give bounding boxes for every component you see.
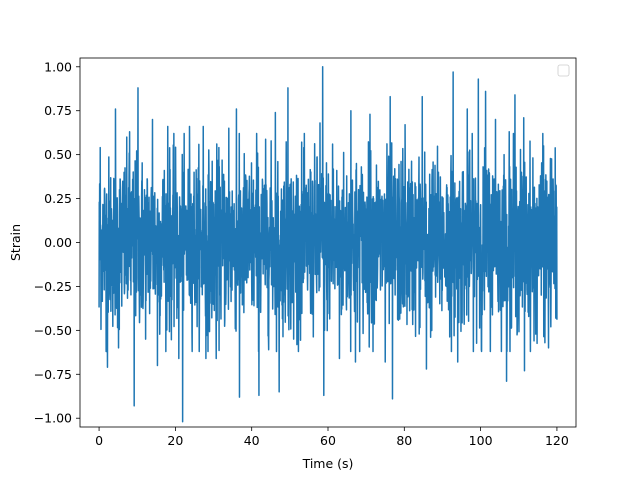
y-tick-label: 0.00 bbox=[44, 235, 72, 250]
legend-box bbox=[557, 64, 570, 77]
y-tick-label: −0.50 bbox=[34, 323, 72, 338]
x-axis-label: Time (s) bbox=[302, 456, 354, 471]
series-layer bbox=[98, 66, 558, 423]
x-tick-label: 60 bbox=[320, 433, 336, 448]
x-tick-label: 0 bbox=[95, 433, 103, 448]
y-axis-label: Strain bbox=[8, 224, 23, 261]
x-tick-label: 120 bbox=[545, 433, 569, 448]
y-tick-label: −1.00 bbox=[34, 411, 72, 426]
x-tick-label: 40 bbox=[244, 433, 260, 448]
y-tick-label: 1.00 bbox=[44, 59, 72, 74]
y-axis: −1.00 −0.75 −0.50 −0.25 0.00 0.25 0.50 0.75 1.00 bbox=[34, 59, 80, 426]
x-tick-label: 80 bbox=[396, 433, 412, 448]
strain-series-line bbox=[98, 66, 558, 423]
y-tick-label: 0.25 bbox=[44, 191, 72, 206]
x-tick-label: 100 bbox=[469, 433, 493, 448]
x-axis: 0 20 40 60 80 100 120 bbox=[95, 427, 569, 448]
y-tick-label: 0.75 bbox=[44, 103, 72, 118]
y-tick-label: 0.50 bbox=[44, 147, 72, 162]
y-tick-label: −0.75 bbox=[34, 367, 72, 382]
x-tick-label: 20 bbox=[167, 433, 183, 448]
y-tick-label: −0.25 bbox=[34, 279, 72, 294]
